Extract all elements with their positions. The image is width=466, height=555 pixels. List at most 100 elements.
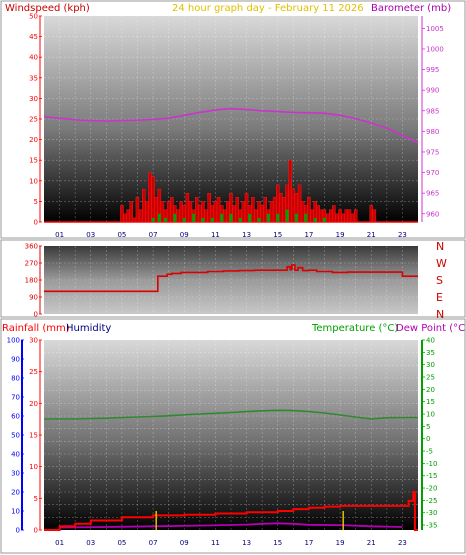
avg-wind-bar: [151, 217, 155, 222]
windspeed-tick-label: 50: [29, 13, 38, 21]
windspeed-tick-label: 5: [34, 198, 38, 206]
avg-wind-bar: [192, 213, 196, 222]
chart-series: [43, 107, 419, 531]
gust-bar: [129, 201, 133, 223]
avg-wind-bar: [285, 209, 289, 222]
gust-bar: [185, 192, 190, 223]
gust-bar: [353, 209, 358, 223]
direction-tick-label: 180: [25, 277, 38, 285]
temperature-tick-label: 5: [426, 423, 430, 431]
gust-bar: [123, 213, 127, 223]
humidity-tick-label: 50: [11, 432, 20, 440]
hour-tick-label: 01: [55, 539, 64, 547]
avg-wind-bar: [164, 217, 168, 222]
direction-tick-label: 270: [25, 260, 38, 268]
avg-wind-bar: [266, 213, 270, 222]
gust-bar: [372, 209, 377, 223]
gust-bar: [288, 159, 293, 223]
gust-bar: [316, 205, 321, 223]
humidity-tick-label: 80: [11, 375, 20, 383]
avg-wind-bar: [157, 213, 161, 222]
gust-bar: [260, 205, 264, 223]
rainfall-line: [44, 491, 418, 531]
avg-wind-bar: [304, 213, 308, 222]
temperature-tick-label: 15: [426, 398, 435, 406]
hour-tick-label: 15: [273, 231, 282, 239]
temperature-tick-label: 35: [426, 349, 435, 357]
barometer-tick-label: 960: [426, 210, 439, 218]
barometer-tick-label: 1000: [426, 45, 444, 53]
windspeed-tick-label: 40: [29, 54, 38, 62]
axis-labels: 5045403530252015105010051000995990985980…: [7, 13, 447, 548]
humidity-tick-label: 40: [11, 451, 20, 459]
temperature-tick-label: 10: [426, 411, 435, 419]
rainfall-tick-label: 30: [29, 337, 38, 345]
gust-bar: [148, 172, 152, 223]
hour-tick-label: 23: [398, 231, 407, 239]
temperature-tick-label: -30: [426, 509, 437, 517]
temperature-tick-label: 40: [426, 337, 435, 345]
gust-bar: [216, 197, 221, 223]
rainfall-tick-label: 20: [29, 400, 38, 408]
rainfall-tick-label: 15: [29, 432, 38, 440]
compass-label: S: [436, 274, 443, 287]
gust-bar: [154, 197, 158, 223]
compass-label: N: [436, 240, 444, 253]
windspeed-tick-label: 45: [29, 33, 38, 41]
gust-bar: [207, 192, 211, 223]
hour-tick-label: 17: [304, 539, 313, 547]
hour-tick-label: 03: [86, 539, 95, 547]
temperature-tick-label: 30: [426, 361, 435, 369]
humidity-tick-label: 0: [16, 527, 20, 535]
gust-bar: [347, 209, 352, 223]
gust-bar: [325, 213, 330, 223]
gust-bar: [332, 205, 336, 223]
gust-bar: [179, 201, 183, 223]
humidity-tick-label: 30: [11, 470, 20, 478]
gust-bar: [344, 209, 349, 223]
hour-tick-label: 05: [117, 539, 126, 547]
avg-wind-bar: [276, 213, 280, 222]
gust-bar: [307, 197, 311, 223]
gust-bar: [300, 201, 305, 223]
gust-bar: [213, 201, 218, 223]
gust-bar: [251, 197, 255, 223]
gust-bar: [232, 205, 236, 223]
humidity-tick-label: 100: [7, 337, 20, 345]
hour-tick-label: 19: [336, 539, 345, 547]
dewpoint-line: [59, 522, 403, 529]
avg-wind-bar: [182, 217, 186, 222]
hour-tick-label: 03: [86, 231, 95, 239]
temperature-tick-label: -15: [426, 472, 437, 480]
avg-wind-bar: [248, 213, 252, 222]
gust-bar: [166, 201, 171, 223]
hour-tick-label: 21: [367, 231, 376, 239]
gust-bar: [188, 201, 193, 223]
gust-bar: [138, 209, 143, 223]
hour-tick-label: 13: [242, 539, 251, 547]
gust-bar: [198, 205, 202, 223]
hour-tick-label: 21: [367, 539, 376, 547]
barometer-tick-label: 970: [426, 169, 439, 177]
avg-wind-bar: [201, 217, 205, 222]
gust-bar: [338, 209, 342, 223]
graph-date-title: 24 hour graph day - February 11 2026: [172, 3, 364, 14]
gust-bar: [282, 197, 286, 223]
temperature-line: [44, 409, 418, 420]
hour-tick-label: 05: [117, 231, 126, 239]
hour-tick-label: 17: [304, 231, 313, 239]
gust-bar: [169, 197, 174, 223]
hour-tick-label: 07: [149, 231, 158, 239]
gust-bar: [291, 188, 296, 223]
gust-bar: [194, 197, 199, 223]
barometer-title: Barometer (mb): [371, 3, 451, 14]
gust-bar: [297, 184, 302, 223]
temperature-tick-label: -10: [426, 460, 437, 468]
dewpoint-title: Dew Point (°C): [396, 323, 466, 334]
temperature-tick-label: 25: [426, 374, 435, 382]
direction-plot-area: [44, 246, 418, 314]
gust-bar: [160, 201, 165, 223]
gust-bar: [350, 213, 355, 223]
gust-bar: [176, 209, 180, 223]
humidity-tick-label: 70: [11, 394, 20, 402]
